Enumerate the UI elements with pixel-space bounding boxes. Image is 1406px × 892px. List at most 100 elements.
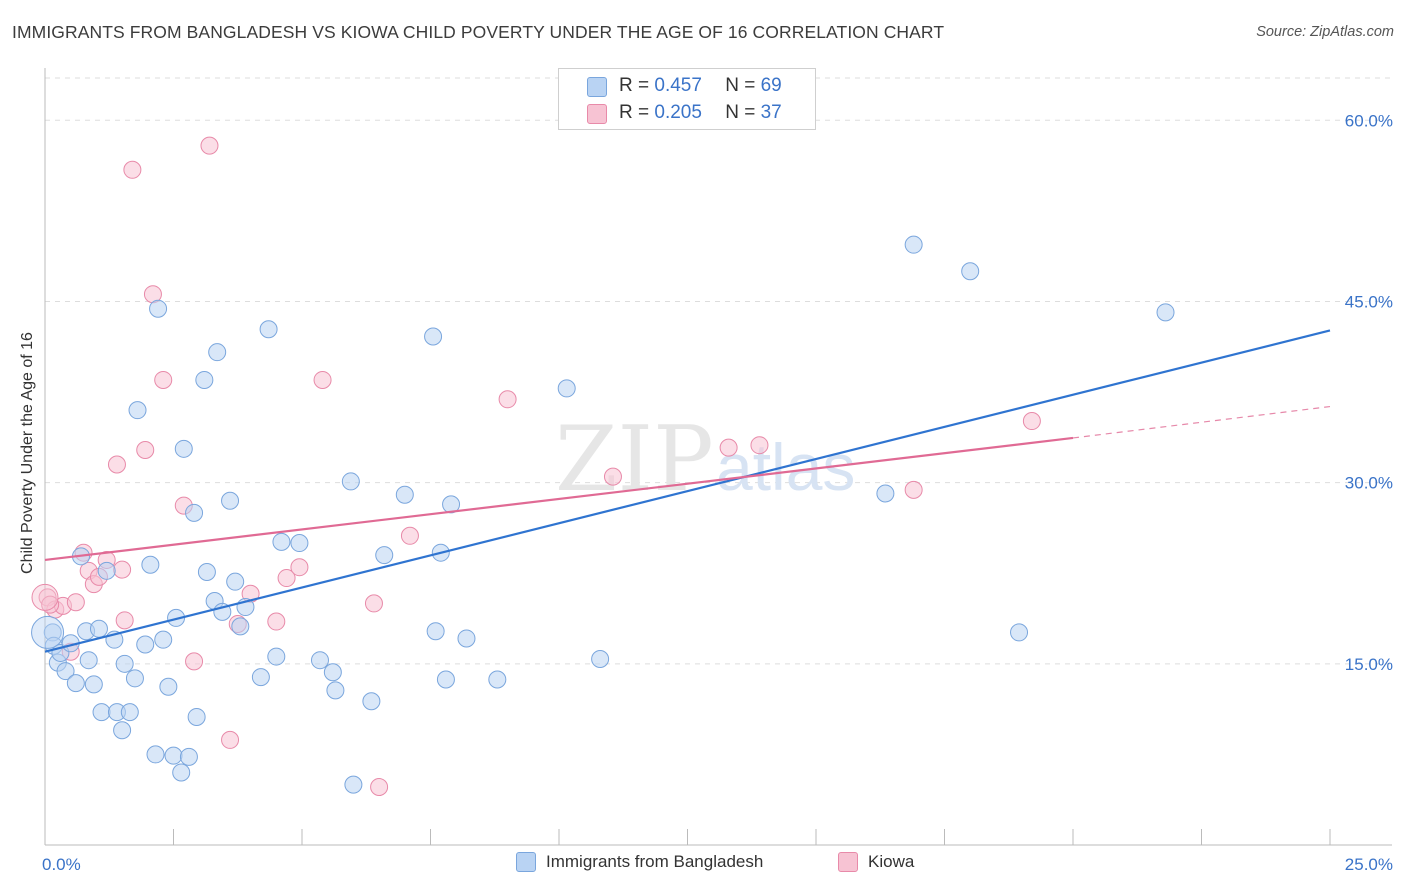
kiowa-point xyxy=(719,438,738,457)
kiowa-point xyxy=(904,480,923,499)
legend-label-bangladesh: Immigrants from Bangladesh xyxy=(546,852,764,871)
legend-r-value: 0.457 xyxy=(654,75,702,96)
legend-row-pink: R = 0.205 N = 37 xyxy=(619,102,782,124)
kiowa-point xyxy=(41,595,60,614)
legend-n-value: 37 xyxy=(760,102,782,123)
kiowa-point xyxy=(750,436,769,455)
kiowa-point xyxy=(66,593,85,612)
y-axis-label: Child Poverty Under the Age of 16 xyxy=(19,332,36,574)
legend-n-label: N = xyxy=(725,102,761,123)
bangladesh-point xyxy=(876,484,895,503)
bangladesh-point xyxy=(1156,303,1175,322)
legend-swatch-bangladesh xyxy=(516,852,536,872)
legend-row-blue: R = 0.457 N = 69 xyxy=(619,75,782,97)
bangladesh-point xyxy=(557,379,576,398)
bangladesh-point xyxy=(195,370,214,389)
kiowa-point xyxy=(1022,412,1041,431)
kiowa-point xyxy=(136,441,155,460)
kiowa-point xyxy=(290,558,309,577)
kiowa-point xyxy=(154,370,173,389)
bangladesh-point xyxy=(97,561,116,580)
x-tick-label: 25.0% xyxy=(1345,855,1393,874)
bangladesh-point xyxy=(290,534,309,553)
bangladesh-point xyxy=(172,763,191,782)
bangladesh-point xyxy=(128,401,147,420)
bangladesh-point xyxy=(259,320,278,339)
source-note: Source: ZipAtlas.com xyxy=(1256,24,1394,40)
kiowa-point xyxy=(185,652,204,671)
bangladesh-point xyxy=(362,692,381,711)
bangladesh-point xyxy=(185,503,204,522)
bangladesh-point xyxy=(89,619,108,638)
legend-item-kiowa: Kiowa xyxy=(838,852,914,872)
kiowa-point xyxy=(113,560,132,579)
legend-r-label: R = xyxy=(619,102,655,123)
kiowa-trend-line xyxy=(44,436,1074,562)
bangladesh-point xyxy=(79,651,98,670)
legend-swatch-pink xyxy=(587,104,607,124)
kiowa-point xyxy=(123,160,142,179)
trend-lines xyxy=(44,329,1331,653)
y-tick-label: 15.0% xyxy=(1345,655,1393,674)
bangladesh-point xyxy=(226,572,245,591)
kiowa-point xyxy=(370,778,389,797)
bangladesh-point xyxy=(344,775,363,794)
kiowa-point xyxy=(267,612,286,631)
bangladesh-point xyxy=(326,681,345,700)
bangladesh-point xyxy=(488,670,507,689)
bangladesh-point xyxy=(115,654,134,673)
bangladesh-point xyxy=(197,563,216,582)
bangladesh-point xyxy=(136,635,155,654)
bangladesh-point xyxy=(442,495,461,514)
bangladesh-point xyxy=(375,546,394,565)
bangladesh-point xyxy=(272,532,291,551)
bangladesh-point xyxy=(159,677,178,696)
kiowa-point xyxy=(221,730,240,749)
bangladesh-point xyxy=(436,670,455,689)
bangladesh-point xyxy=(146,745,165,764)
bangladesh-point-cluster xyxy=(31,615,65,649)
kiowa-trend-extension xyxy=(1072,405,1331,439)
legend-label-kiowa: Kiowa xyxy=(868,852,915,871)
kiowa-point xyxy=(115,611,134,630)
kiowa-point xyxy=(107,455,126,474)
bangladesh-trend-line xyxy=(44,329,1331,653)
y-tick-label: 45.0% xyxy=(1345,292,1393,311)
bangladesh-point xyxy=(84,675,103,694)
bangladesh-point xyxy=(904,235,923,254)
bangladesh-point xyxy=(221,491,240,510)
bangladesh-point xyxy=(961,262,980,281)
kiowa-points xyxy=(31,136,1041,797)
legend-r-label: R = xyxy=(619,75,655,96)
bangladesh-point xyxy=(92,703,111,722)
bangladesh-point xyxy=(208,343,227,362)
legend-swatch-kiowa xyxy=(838,852,858,872)
kiowa-point xyxy=(603,467,622,486)
x-tick-label: 0.0% xyxy=(42,855,81,874)
bangladesh-point xyxy=(179,747,198,766)
bangladesh-point xyxy=(113,721,132,740)
kiowa-point xyxy=(498,390,517,409)
legend-swatch-blue xyxy=(587,77,607,97)
kiowa-point xyxy=(313,370,332,389)
bangladesh-point xyxy=(141,555,160,574)
watermark-zip: ZIP xyxy=(555,407,714,512)
bangladesh-point xyxy=(591,649,610,668)
y-tick-label: 60.0% xyxy=(1345,111,1393,130)
bangladesh-point xyxy=(56,662,75,681)
bangladesh-point xyxy=(231,617,250,636)
bangladesh-points xyxy=(31,235,1175,794)
bangladesh-point xyxy=(267,647,286,666)
bangladesh-point xyxy=(1010,623,1029,642)
y-tick-label: 30.0% xyxy=(1345,474,1393,493)
bangladesh-point xyxy=(164,746,183,765)
bangladesh-point xyxy=(323,663,342,682)
bangladesh-point xyxy=(341,472,360,491)
bangladesh-point xyxy=(424,327,443,346)
bangladesh-point xyxy=(66,674,85,693)
correlation-legend: R = 0.457 N = 69 R = 0.205 N = 37 xyxy=(558,68,816,130)
kiowa-point xyxy=(200,136,219,155)
bangladesh-point xyxy=(395,485,414,504)
kiowa-point xyxy=(400,526,419,545)
